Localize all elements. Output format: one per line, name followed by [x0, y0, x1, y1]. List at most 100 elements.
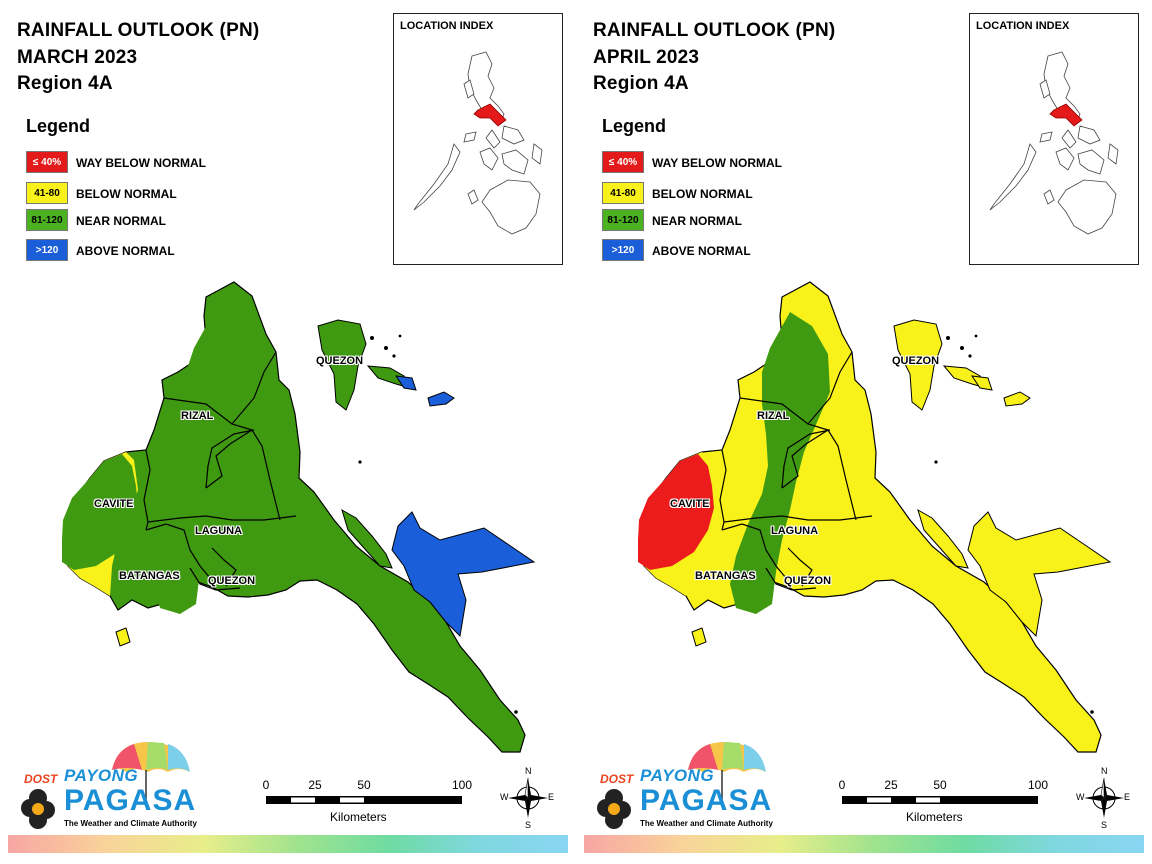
scattered-islets — [934, 334, 1094, 714]
compass-w: W — [1076, 792, 1085, 802]
province-boundaries — [143, 351, 297, 591]
north-islet-tip — [394, 375, 417, 391]
scale-tick-0: 0 — [262, 778, 270, 792]
compass-rose-icon — [508, 777, 548, 818]
philippines-index-map — [413, 51, 543, 235]
scale-bar-graphic — [266, 796, 462, 804]
north-islet-tip — [970, 375, 993, 391]
compass-e: E — [548, 792, 555, 802]
islet-east — [917, 508, 969, 569]
legend-swatch-near: 81-120 — [602, 209, 644, 231]
logo-tagline: The Weather and Climate Authority — [640, 819, 773, 828]
way-below-zone — [638, 454, 714, 570]
location-index-title: LOCATION INDEX — [976, 20, 1070, 32]
legend-label-below: BELOW NORMAL — [652, 187, 753, 201]
legend-swatch-above: >120 — [26, 239, 68, 261]
scale-bar: 0 25 50 100 Kilometers — [262, 778, 472, 834]
legend-swatch-below: 41-80 — [26, 182, 68, 204]
region-4a-highlight — [473, 103, 507, 127]
compass-s: S — [1101, 820, 1108, 830]
province-label-cavite: CAVITE — [94, 498, 134, 510]
map-region: Region 4A — [17, 73, 113, 94]
legend-swatch-near: 81-120 — [26, 209, 68, 231]
legend-swatch-below: 41-80 — [602, 182, 644, 204]
logo-pagasa: PAGASA — [64, 784, 197, 817]
gradient-footer-bar — [8, 835, 568, 853]
islet-southwest — [691, 627, 707, 647]
scale-tick-100: 100 — [451, 778, 473, 792]
scale-unit: Kilometers — [330, 810, 387, 824]
polillo-island — [317, 319, 367, 411]
umbrella-icon — [21, 742, 190, 829]
march-outlook-panel: RAINFALL OUTLOOK (PN) MARCH 2023 Region … — [8, 13, 568, 853]
logo-pagasa: PAGASA — [640, 784, 773, 817]
region-4a-map — [62, 281, 536, 753]
legend-label-above: ABOVE NORMAL — [76, 244, 175, 258]
province-label-quezon-north: QUEZON — [892, 355, 940, 367]
logo-payong: PAYONG — [640, 766, 715, 785]
scale-tick-25: 25 — [308, 778, 322, 792]
scale-bar-graphic — [842, 796, 1038, 804]
legend-label-below: BELOW NORMAL — [76, 187, 177, 201]
province-label-batangas: BATANGAS — [119, 570, 180, 582]
legend-swatch-way-below: ≤ 40% — [26, 151, 68, 173]
province-label-laguna: LAGUNA — [771, 525, 819, 537]
compass-e: E — [1124, 792, 1131, 802]
april-outlook-panel: RAINFALL OUTLOOK (PN) APRIL 2023 Region … — [576, 0, 1152, 864]
location-index-inset: LOCATION INDEX — [393, 13, 563, 265]
location-index-title: LOCATION INDEX — [400, 20, 494, 32]
islet-east — [341, 508, 393, 569]
scale-tick-0: 0 — [838, 778, 846, 792]
north-arrow: N S E W — [500, 766, 556, 830]
province-label-batangas: BATANGAS — [695, 570, 756, 582]
scale-tick-25: 25 — [884, 778, 898, 792]
polillo-island — [893, 319, 943, 411]
way-below-zone — [62, 454, 138, 570]
near-normal-band — [730, 312, 830, 614]
region-4a-map — [638, 281, 1112, 753]
scale-bar: 0 25 50 100 Kilometers — [838, 778, 1048, 834]
pagasa-logo: DOST PAYONG PAGASA The Weather and Clima… — [594, 740, 784, 832]
scale-tick-50: 50 — [357, 778, 371, 792]
legend-swatch-way-below: ≤ 40% — [602, 151, 644, 173]
province-label-quezon-north: QUEZON — [316, 355, 364, 367]
scale-tick-50: 50 — [933, 778, 947, 792]
gradient-footer-bar — [584, 835, 1144, 853]
province-label-quezon-south: QUEZON — [208, 575, 256, 587]
legend-label-way-below: WAY BELOW NORMAL — [652, 156, 783, 170]
map-month: APRIL 2023 — [593, 47, 700, 68]
east-islet — [1003, 391, 1031, 407]
pagasa-logo: DOST PAYONG PAGASA The Weather and Clima… — [18, 740, 208, 832]
islet-southwest — [115, 627, 131, 647]
province-label-rizal: RIZAL — [181, 410, 214, 422]
map-month: MARCH 2023 — [17, 47, 138, 68]
map-title: RAINFALL OUTLOOK (PN) — [593, 20, 836, 41]
umbrella-icon — [597, 742, 766, 829]
legend-swatch-above: >120 — [602, 239, 644, 261]
north-arrow: N S E W — [1076, 766, 1132, 830]
map-region: Region 4A — [593, 73, 689, 94]
legend-title: Legend — [602, 116, 667, 136]
legend-label-above: ABOVE NORMAL — [652, 244, 751, 258]
philippines-index-map — [989, 51, 1119, 235]
compass-n: N — [525, 766, 532, 776]
bondoc-east-zone — [967, 511, 1112, 638]
legend-label-way-below: WAY BELOW NORMAL — [76, 156, 207, 170]
region-4a-highlight — [1049, 103, 1083, 127]
legend-title: Legend — [26, 116, 91, 136]
scale-tick-100: 100 — [1027, 778, 1049, 792]
province-label-laguna: LAGUNA — [195, 525, 243, 537]
near-normal-band — [154, 312, 254, 614]
bondoc-east-zone — [391, 511, 536, 638]
logo-dost: DOST — [600, 772, 634, 786]
province-label-cavite: CAVITE — [670, 498, 710, 510]
legend-label-near: NEAR NORMAL — [652, 214, 742, 228]
logo-tagline: The Weather and Climate Authority — [64, 819, 197, 828]
location-index-inset: LOCATION INDEX — [969, 13, 1139, 265]
logo-payong: PAYONG — [64, 766, 139, 785]
province-boundaries — [719, 351, 873, 591]
province-label-rizal: RIZAL — [757, 410, 790, 422]
scattered-islets — [358, 334, 518, 714]
logo-dost: DOST — [24, 772, 58, 786]
compass-s: S — [525, 820, 532, 830]
